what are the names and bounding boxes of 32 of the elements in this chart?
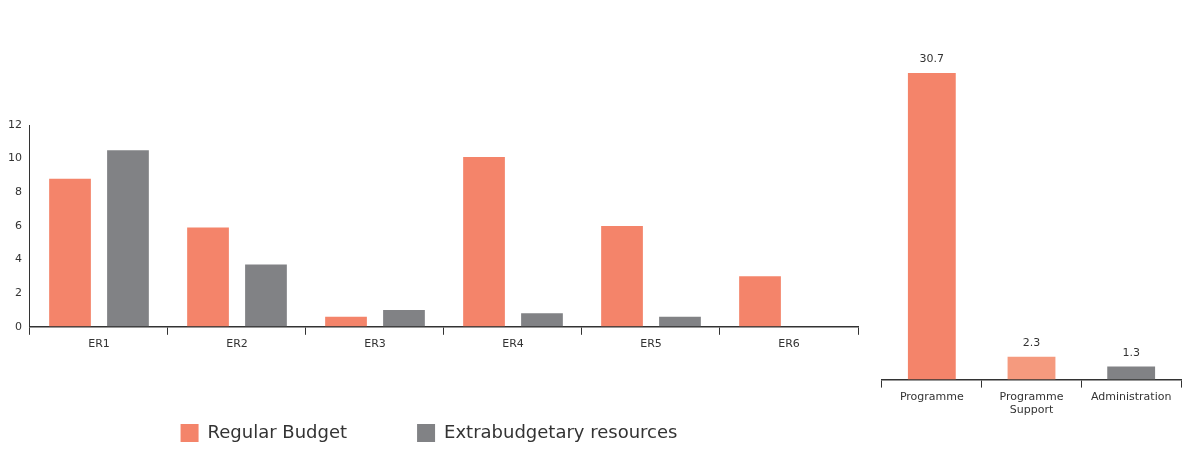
legend-label: Regular Budget (207, 420, 348, 442)
bar (739, 276, 781, 327)
x-tick-label: Programme (899, 390, 965, 404)
x-tick-label: ER1 (88, 337, 110, 351)
x-tick-label: ER2 (226, 337, 248, 351)
bar (49, 178, 91, 327)
data-label: 2.3 (1022, 335, 1041, 349)
y-tick-label: 12 (8, 117, 22, 131)
x-tick-label: ER3 (364, 337, 386, 351)
x-tick-label: Administration (1090, 390, 1172, 404)
x-tick-label: ER6 (778, 337, 800, 351)
data-label: 30.7 (919, 52, 945, 66)
y-tick-label: 8 (15, 185, 22, 199)
bar (245, 264, 287, 327)
data-label: 1.3 (1122, 345, 1140, 359)
y-tick-label: 2 (15, 286, 22, 300)
y-tick-label: 10 (8, 151, 22, 165)
bar (601, 225, 643, 327)
bar (659, 316, 701, 327)
x-tick-label: ER5 (640, 337, 662, 351)
x-tick-label: ER4 (502, 337, 524, 351)
bar (325, 316, 367, 327)
x-tick-label: Programme Support (999, 390, 1064, 417)
y-tick-label: 4 (15, 252, 22, 266)
bar (187, 227, 229, 327)
bar (521, 313, 563, 327)
bar (107, 150, 149, 327)
legend-label: Extrabudgetary resources (444, 420, 678, 442)
y-tick-label: 6 (15, 218, 22, 232)
bar (383, 309, 425, 327)
y-tick-label: 0 (15, 319, 22, 333)
bar (463, 156, 505, 327)
